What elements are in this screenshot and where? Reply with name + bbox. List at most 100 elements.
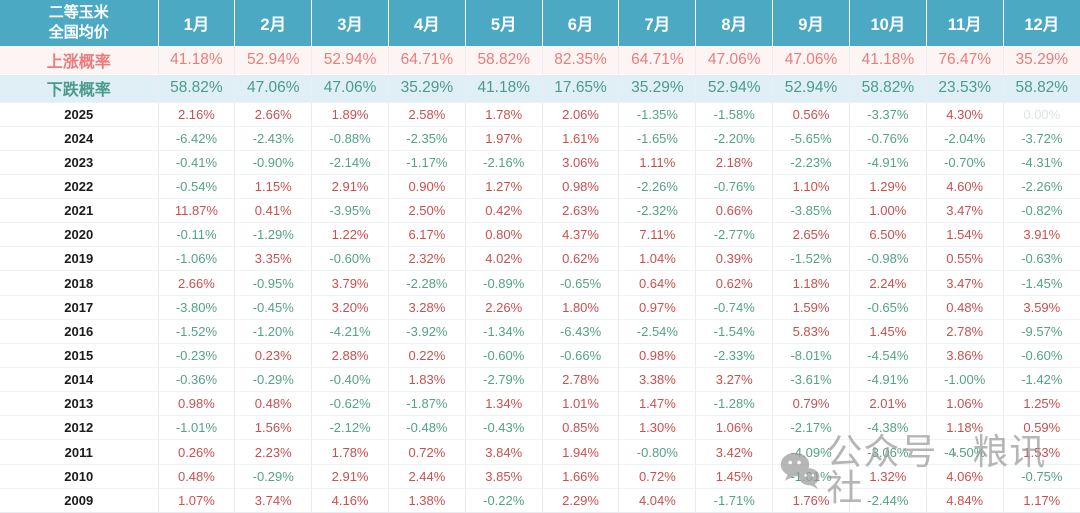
value-cell: -2.16% (464, 149, 543, 175)
value-cell: 4.04% (618, 487, 696, 513)
year-row: 2024 -6.42% -2.43% -0.88% -2.35% 1.97% 1.61% -1… (0, 125, 1080, 151)
value-cell: 0.80% (464, 222, 543, 247)
fall-value: 52.94% (695, 73, 773, 102)
year-row: 2012 -1.01% 1.56% -2.12% -0.48% -0.43% 0.85% 1.… (0, 415, 1080, 440)
value-cell: 3.06% (541, 149, 619, 175)
rise-value: 52.94% (311, 46, 389, 74)
value-cell: 3.38% (618, 367, 696, 392)
rise-value: 64.71% (618, 46, 696, 74)
value-cell: 1.56% (234, 415, 312, 440)
value-cell: 3.27% (695, 367, 773, 392)
value-cell: 3.86% (925, 342, 1004, 368)
value-cell: 1.18% (925, 415, 1004, 440)
value-cell: 4.06% (925, 463, 1004, 489)
value-cell: -4.21% (311, 318, 389, 344)
year-label: 2011 (0, 439, 158, 465)
value-cell: -2.43% (234, 125, 312, 151)
year-row: 2018 2.66% -0.95% 3.79% -2.28% -0.89% -0.65% 0.… (0, 270, 1080, 296)
value-cell: 1.11% (618, 149, 696, 175)
value-cell: -1.01% (157, 415, 235, 440)
value-cell: -0.74% (695, 294, 773, 320)
value-cell: 1.34% (464, 391, 543, 416)
value-cell: 2.18% (695, 149, 773, 175)
corner-title-line2: 全国均价 (48, 24, 109, 41)
year-row: 2016 -1.52% -1.20% -4.21% -3.92% -1.34% -6.43%… (0, 318, 1080, 344)
value-cell: 0.00% (1002, 101, 1080, 127)
value-cell: 1.06% (925, 391, 1004, 416)
value-cell: -1.06% (157, 246, 235, 271)
value-cell: -6.42% (157, 125, 235, 151)
value-cell: 2.66% (157, 270, 235, 296)
value-cell: -0.88% (311, 125, 389, 151)
value-cell: -3.95% (311, 198, 389, 223)
value-cell: -0.80% (618, 439, 696, 465)
year-row: 2019 -1.06% 3.35% -0.60% 2.32% 4.02% 0.62% 1.04… (0, 246, 1080, 271)
value-cell: -0.76% (848, 125, 927, 151)
value-cell: 1.04% (618, 246, 696, 271)
value-cell: 2.50% (387, 198, 466, 223)
value-cell: -0.11% (157, 222, 235, 247)
value-cell: -1.34% (464, 318, 543, 344)
value-cell: 0.98% (618, 342, 696, 368)
corner-title-line1: 二等玉米 (48, 3, 109, 21)
value-cell: -1.52% (157, 318, 235, 344)
value-cell: -0.54% (157, 173, 235, 199)
value-cell: 0.41% (234, 198, 312, 223)
value-cell: 0.66% (695, 198, 773, 223)
value-cell: -2.44% (848, 487, 927, 513)
value-cell: -4.50% (925, 439, 1004, 465)
value-cell: -3.72% (1002, 125, 1080, 151)
value-cell: 0.23% (234, 342, 312, 368)
value-cell: -3.85% (772, 198, 850, 223)
value-cell: -2.79% (464, 367, 543, 392)
value-cell: 0.64% (618, 270, 696, 296)
value-cell: -9.57% (1002, 318, 1080, 344)
value-cell: -0.82% (1002, 198, 1080, 223)
value-cell: 2.78% (541, 367, 619, 392)
value-cell: 2.24% (848, 270, 927, 296)
value-cell: 0.62% (541, 246, 619, 271)
year-label: 2015 (0, 342, 158, 368)
year-row: 2010 0.48% -0.29% 2.91% 2.44% 3.85% 1.66% 0.72%… (0, 463, 1080, 489)
year-label: 2021 (0, 198, 158, 223)
value-cell: 0.59% (1002, 415, 1080, 440)
value-cell: -4.91% (848, 367, 927, 392)
rise-value: 47.06% (772, 46, 850, 74)
rise-probability-row: 上涨概率 41.18% 52.94% 52.94% 64.71% 58.82% 82.35%… (0, 46, 1080, 74)
fall-value: 41.18% (464, 73, 543, 102)
value-cell: 3.91% (1002, 222, 1080, 247)
value-cell: 0.48% (925, 294, 1004, 320)
value-cell: 1.22% (311, 222, 389, 247)
value-cell: 0.56% (772, 101, 850, 127)
value-cell: 2.32% (387, 246, 466, 271)
value-cell: 0.72% (387, 439, 466, 465)
value-cell: 1.76% (772, 487, 850, 513)
value-cell: 2.06% (541, 101, 619, 127)
value-cell: 0.79% (772, 391, 850, 416)
rise-value: 41.18% (848, 46, 927, 74)
value-cell: -1.45% (1002, 270, 1080, 296)
value-cell: -2.12% (311, 415, 389, 440)
value-cell: 0.55% (925, 246, 1004, 271)
fall-value: 23.53% (925, 73, 1004, 102)
value-cell: -0.76% (695, 173, 773, 199)
value-cell: 1.10% (772, 173, 850, 199)
value-cell: -0.70% (925, 149, 1004, 175)
value-cell: -0.89% (464, 270, 543, 296)
value-cell: 1.80% (541, 294, 619, 320)
month-header: 12月 (1002, 0, 1080, 46)
year-label: 2020 (0, 222, 158, 247)
value-cell: 1.89% (311, 101, 389, 127)
value-cell: -0.23% (157, 342, 235, 368)
rise-value: 41.18% (157, 46, 235, 74)
value-cell: 0.48% (157, 463, 235, 489)
month-header: 1月 (157, 0, 235, 46)
rise-label: 上涨概率 (0, 46, 158, 74)
value-cell: -3.92% (387, 318, 466, 344)
value-cell: 2.65% (772, 222, 850, 247)
fall-label: 下跌概率 (0, 73, 158, 102)
value-cell: -1.52% (772, 246, 850, 271)
value-cell: 2.91% (311, 173, 389, 199)
value-cell: 1.94% (541, 439, 619, 465)
